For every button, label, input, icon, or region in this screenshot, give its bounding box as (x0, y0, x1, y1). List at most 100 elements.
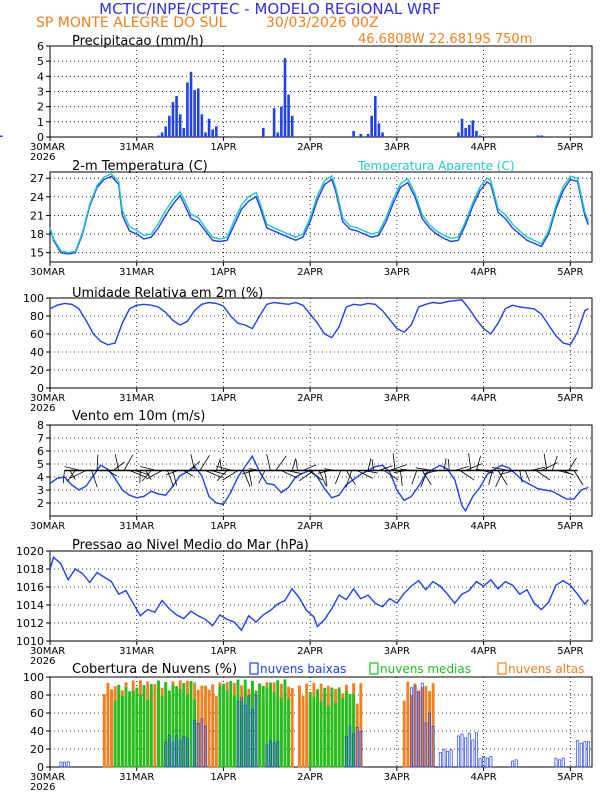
cloud-bar (142, 685, 146, 768)
cloud-bar (66, 761, 70, 768)
x-tick-label: 30MAR (30, 142, 65, 153)
precip-bar (467, 124, 471, 137)
cloud-bar (406, 681, 410, 768)
cloud-bar (478, 758, 482, 768)
wind-vector (190, 454, 195, 471)
cloud-bar (352, 733, 356, 768)
x-tick-label: 3APR (384, 521, 410, 532)
precip-bar (377, 123, 381, 137)
cloud-bar (171, 742, 175, 768)
y-tick-label: 15 (30, 247, 44, 260)
wind-vector (64, 466, 81, 471)
y-tick-label: 80 (30, 689, 44, 702)
y-tick-label: 3 (37, 86, 44, 99)
x-tick-label: 4APR (471, 521, 497, 532)
cloud-bar (471, 739, 475, 768)
precip-bar (540, 135, 543, 137)
cloud-bar (110, 689, 113, 768)
precip-bar (536, 135, 540, 137)
cloud-bar (283, 679, 287, 768)
cloud-bar (225, 690, 229, 768)
wind-vector (317, 470, 331, 474)
cloud-bar (211, 684, 215, 768)
precip-bar (215, 126, 218, 137)
cloud-bar (106, 682, 110, 768)
cloud-bar (348, 726, 352, 768)
precip-bar (193, 89, 196, 137)
precip-bar (200, 114, 204, 137)
cloud-bar (138, 694, 142, 768)
cloud-bar (250, 709, 254, 768)
cloud-bar (290, 687, 294, 768)
wind-vector (102, 469, 116, 471)
wind-vector (302, 464, 317, 471)
wind-vector (356, 470, 373, 479)
precip-bar (374, 96, 377, 137)
wind-vector (551, 455, 558, 471)
y-tick-label: 60 (30, 328, 44, 341)
coords-label: 46.6808W 22.6819S 750m (358, 32, 532, 47)
y-tick-label: 6 (37, 40, 44, 53)
cloud-bar (297, 685, 301, 768)
cloud-bar (402, 700, 406, 768)
y-tick-label: 4 (37, 471, 44, 484)
x-tick-label: 2APR (297, 521, 323, 532)
cloud-bar (431, 725, 435, 768)
wind-vector (216, 470, 228, 481)
x-tick-label: 1APR (210, 267, 236, 278)
series-line (49, 454, 589, 513)
cloud-bar (229, 681, 233, 768)
series-line (49, 175, 590, 255)
cloud-bar (326, 706, 330, 768)
y-tick-label: 3 (37, 484, 44, 497)
cloud-bar (113, 700, 117, 768)
y-tick-label: 8 (37, 419, 44, 432)
y-tick-label: 7 (37, 432, 44, 445)
x-tick-label: 31MAR (119, 646, 154, 657)
x-tick-label: 1APR (210, 772, 236, 783)
wind-vector (258, 470, 266, 484)
cloud-bar (583, 741, 587, 768)
cloud-bar (131, 690, 135, 768)
precip-bar (178, 114, 182, 137)
wind-vector (199, 455, 210, 471)
wind-vector (400, 470, 403, 486)
x-tick-label: 2026 (30, 782, 55, 792)
precip-bar (211, 129, 214, 137)
wind-vector (146, 470, 163, 480)
x-tick-label: 31MAR (119, 393, 154, 404)
wind-vector (298, 470, 315, 482)
x-tick-label: 3APR (384, 772, 410, 783)
x-tick-label: 30MAR (30, 267, 65, 278)
wind-vector (183, 470, 194, 477)
cloud-bar (196, 722, 200, 768)
y-tick-label: 1010 (16, 635, 44, 648)
y-tick-label: 1014 (16, 599, 44, 612)
cloud-bar (149, 683, 153, 768)
precip-bar (283, 58, 287, 138)
wind-vector (140, 466, 157, 471)
cloud-bar (475, 732, 478, 768)
wind-vector (524, 470, 530, 482)
x-tick-label: 1APR (210, 142, 236, 153)
wind-vector (145, 470, 152, 480)
cloud-bar (189, 680, 193, 768)
wind-vector (266, 454, 271, 471)
series-line (49, 299, 589, 346)
cloud-bar (63, 761, 67, 768)
cloud-bar (576, 740, 580, 768)
cloud-bar (420, 682, 424, 768)
x-tick-label: 3APR (384, 393, 410, 404)
cloud-bar (157, 680, 160, 768)
wind-vector (219, 459, 223, 471)
wind-vector (188, 460, 201, 471)
cloud-bar (120, 695, 124, 768)
cloud-bar (424, 722, 428, 768)
precip-bar (359, 133, 363, 137)
x-tick-label: 30MAR (30, 646, 65, 657)
cloud-bar (102, 694, 106, 768)
x-tick-label: 4APR (471, 267, 497, 278)
precip-bar (460, 118, 464, 137)
precip-bar (204, 132, 207, 137)
cloud-bar (160, 695, 164, 768)
